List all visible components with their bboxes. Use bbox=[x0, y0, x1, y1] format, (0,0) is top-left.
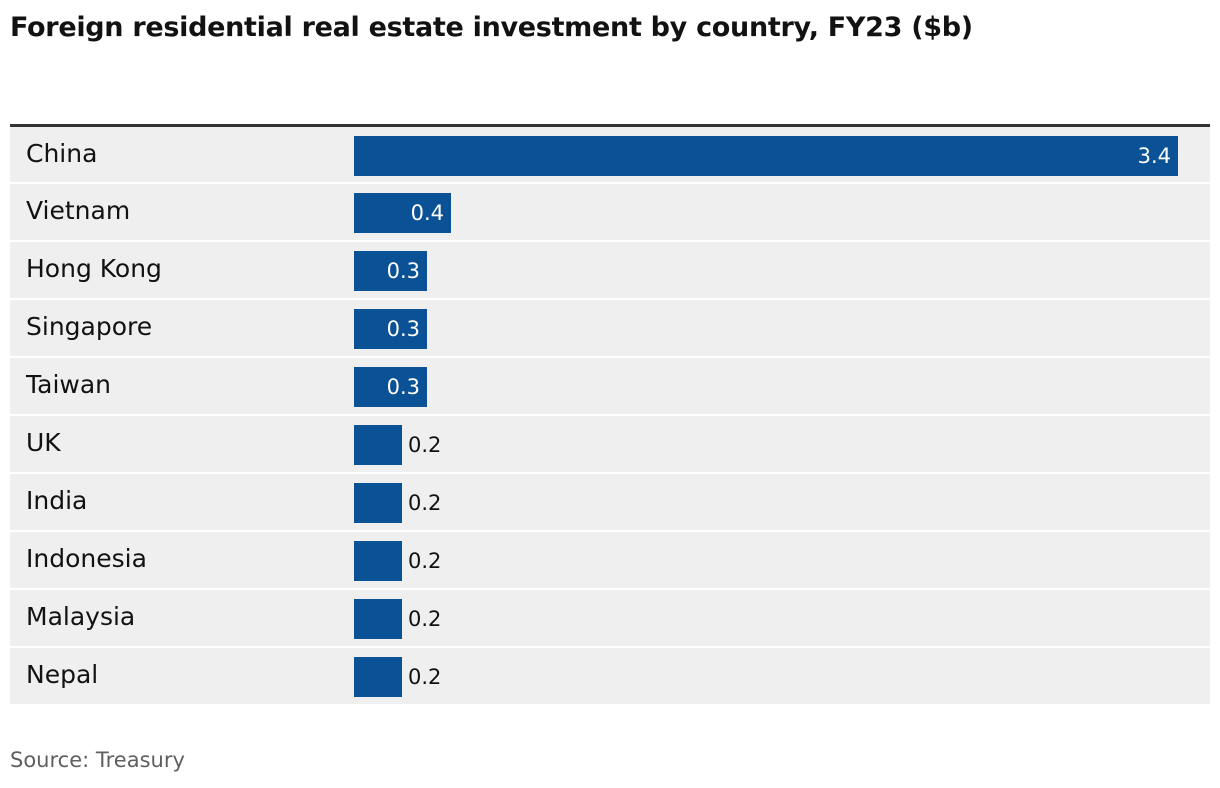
data-label: 0.2 bbox=[408, 549, 442, 573]
bar-chart: China 3.4 Vietnam 0.4 Hong Kong 0.3 Singapore 0… bbox=[10, 124, 1210, 706]
bar bbox=[354, 309, 427, 349]
category-label: India bbox=[26, 486, 88, 515]
bar bbox=[354, 599, 402, 639]
category-label: UK bbox=[26, 428, 61, 457]
bar-row: Hong Kong 0.3 bbox=[10, 242, 1210, 300]
bar bbox=[354, 483, 402, 523]
category-label: Nepal bbox=[26, 660, 99, 689]
category-label: Hong Kong bbox=[26, 254, 162, 283]
bar-row: Indonesia 0.2 bbox=[10, 532, 1210, 590]
bar bbox=[354, 657, 402, 697]
source-note: Source: Treasury bbox=[10, 748, 185, 772]
bar-row: Malaysia 0.2 bbox=[10, 590, 1210, 648]
bar-row: Singapore 0.3 bbox=[10, 300, 1210, 358]
bar-row: Taiwan 0.3 bbox=[10, 358, 1210, 416]
category-label: Malaysia bbox=[26, 602, 136, 631]
data-label: 0.2 bbox=[408, 433, 442, 457]
bar-row: UK 0.2 bbox=[10, 416, 1210, 474]
category-label: Taiwan bbox=[26, 370, 112, 399]
bar-row: Nepal 0.2 bbox=[10, 648, 1210, 706]
category-label: Indonesia bbox=[26, 544, 147, 573]
chart-title: Foreign residential real estate investme… bbox=[10, 12, 973, 43]
bar-row: China 3.4 bbox=[10, 127, 1210, 184]
data-label: 0.2 bbox=[408, 607, 442, 631]
category-label: China bbox=[26, 139, 98, 168]
bar bbox=[354, 425, 402, 465]
bar bbox=[354, 541, 402, 581]
bar-row: India 0.2 bbox=[10, 474, 1210, 532]
bar bbox=[354, 251, 427, 291]
data-label: 0.3 bbox=[386, 375, 420, 399]
bar bbox=[354, 193, 451, 233]
data-label: 0.2 bbox=[408, 665, 442, 689]
data-label: 0.3 bbox=[386, 317, 420, 341]
data-label: 3.4 bbox=[1137, 144, 1171, 168]
data-label: 0.3 bbox=[386, 259, 420, 283]
data-label: 0.4 bbox=[410, 201, 444, 225]
bar bbox=[354, 367, 427, 407]
bar bbox=[354, 136, 1178, 176]
bar-row: Vietnam 0.4 bbox=[10, 184, 1210, 242]
category-label: Singapore bbox=[26, 312, 153, 341]
data-label: 0.2 bbox=[408, 491, 442, 515]
category-label: Vietnam bbox=[26, 196, 131, 225]
